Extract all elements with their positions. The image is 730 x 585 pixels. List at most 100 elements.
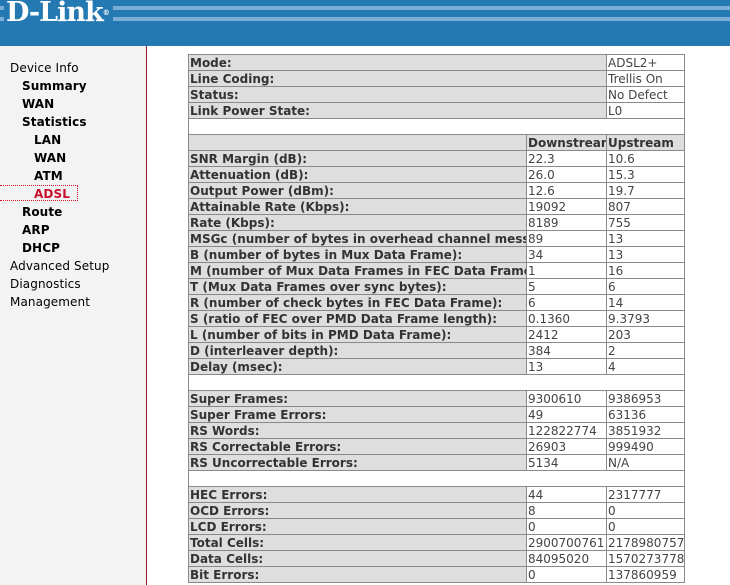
stat-row: Super Frame Errors: 49 63136	[188, 406, 685, 423]
stat-row: OCD Errors: 8 0	[188, 502, 685, 519]
downstream-value: 6	[526, 294, 607, 311]
sidebar-item-arp[interactable]: ARP	[22, 223, 50, 237]
row-label: MSGc (number of bytes in overhead channe…	[188, 230, 527, 247]
stat-row: Attenuation (dB): 26.0 15.3	[188, 166, 685, 183]
upstream-value: 203	[606, 326, 685, 343]
sidebar: Device Info Summary WAN Statistics LAN WAN ATM…	[0, 46, 147, 585]
stat-row: RS Words: 122822774 3851932	[188, 422, 685, 439]
row-label: Mode:	[188, 54, 607, 71]
row-value: No Defect	[606, 86, 685, 103]
spacer-row	[188, 374, 685, 391]
downstream-value: 5	[526, 278, 607, 295]
downstream-value: 34	[526, 246, 607, 263]
row-label: RS Correctable Errors:	[188, 438, 527, 455]
row-label: HEC Errors:	[188, 486, 527, 503]
downstream-value: 0	[526, 566, 607, 583]
banner-stripe	[0, 6, 730, 10]
row-label: RS Words:	[188, 422, 527, 439]
sidebar-item-diagnostics[interactable]: Diagnostics	[10, 277, 81, 291]
upstream-value: 137860959	[606, 566, 685, 583]
upstream-value: N/A	[606, 454, 685, 471]
stat-row: D (interleaver depth): 384 2	[188, 342, 685, 359]
status-row: Link Power State: L0	[188, 102, 685, 119]
row-label: Super Frames:	[188, 390, 527, 407]
downstream-value: 9300610	[526, 390, 607, 407]
row-label: Bit Errors:	[188, 566, 527, 583]
sidebar-item-statistics[interactable]: Statistics	[22, 115, 87, 129]
sidebar-item-summary[interactable]: Summary	[22, 79, 87, 93]
sidebar-item-wan[interactable]: WAN	[34, 151, 67, 165]
upstream-value: 999490	[606, 438, 685, 455]
sidebar-item-route[interactable]: Route	[22, 205, 63, 219]
downstream-value: 12.6	[526, 182, 607, 199]
header-banner: D-Link®	[0, 0, 730, 46]
upstream-value: 10.6	[606, 150, 685, 167]
row-label: M (number of Mux Data Frames in FEC Data…	[188, 262, 527, 279]
stat-row: M (number of Mux Data Frames in FEC Data…	[188, 262, 685, 279]
row-label: Line Coding:	[188, 70, 607, 87]
row-value: ADSL2+	[606, 54, 685, 71]
downstream-value: 2900700761	[526, 534, 607, 551]
stat-row: Delay (msec): 13 4	[188, 358, 685, 375]
downstream-value: 0	[526, 518, 607, 535]
sidebar-item-atm[interactable]: ATM	[34, 169, 63, 183]
upstream-value: 0	[606, 518, 685, 535]
upstream-value: 755	[606, 214, 685, 231]
row-label: SNR Margin (dB):	[188, 150, 527, 167]
upstream-value: 19.7	[606, 182, 685, 199]
upstream-value: 63136	[606, 406, 685, 423]
downstream-value: 384	[526, 342, 607, 359]
active-item-outline	[0, 185, 78, 201]
row-label: RS Uncorrectable Errors:	[188, 454, 527, 471]
sidebar-item-wan[interactable]: WAN	[22, 97, 55, 111]
upstream-value: 807	[606, 198, 685, 215]
upstream-value: 1570273778	[606, 550, 685, 567]
upstream-value: 13	[606, 230, 685, 247]
row-label: D (interleaver depth):	[188, 342, 527, 359]
sidebar-item-management[interactable]: Management	[10, 295, 91, 309]
banner-stripe	[0, 17, 730, 21]
upstream-value: 2	[606, 342, 685, 359]
upstream-value: 3851932	[606, 422, 685, 439]
downstream-value: 2412	[526, 326, 607, 343]
row-label: T (Mux Data Frames over sync bytes):	[188, 278, 527, 295]
downstream-value: 8189	[526, 214, 607, 231]
upstream-header: Upstream	[606, 134, 685, 151]
stat-row: T (Mux Data Frames over sync bytes): 5 6	[188, 278, 685, 295]
row-label: Total Cells:	[188, 534, 527, 551]
row-label: Attenuation (dB):	[188, 166, 527, 183]
downstream-value: 8	[526, 502, 607, 519]
row-label: OCD Errors:	[188, 502, 527, 519]
upstream-value: 0	[606, 502, 685, 519]
spacer	[188, 374, 685, 391]
sidebar-item-dhcp[interactable]: DHCP	[22, 241, 61, 255]
stat-row: LCD Errors: 0 0	[188, 518, 685, 535]
upstream-value: 9386953	[606, 390, 685, 407]
sidebar-item-lan[interactable]: LAN	[34, 133, 62, 147]
status-row: Mode: ADSL2+	[188, 54, 685, 71]
stat-row: SNR Margin (dB): 22.3 10.6	[188, 150, 685, 167]
row-label: B (number of bytes in Mux Data Frame):	[188, 246, 527, 263]
row-label: Rate (Kbps):	[188, 214, 527, 231]
upstream-value: 16	[606, 262, 685, 279]
upstream-value: 9.3793	[606, 310, 685, 327]
row-label: LCD Errors:	[188, 518, 527, 535]
downstream-value: 5134	[526, 454, 607, 471]
sidebar-item-advanced-setup[interactable]: Advanced Setup	[10, 259, 110, 273]
row-label: Attainable Rate (Kbps):	[188, 198, 527, 215]
downstream-value: 0.1360	[526, 310, 607, 327]
row-label: Link Power State:	[188, 102, 607, 119]
row-label: L (number of bits in PMD Data Frame):	[188, 326, 527, 343]
stat-row: Data Cells: 84095020 1570273778	[188, 550, 685, 567]
stat-row: Rate (Kbps): 8189 755	[188, 214, 685, 231]
upstream-value: 2317777	[606, 486, 685, 503]
stat-row: R (number of check bytes in FEC Data Fra…	[188, 294, 685, 311]
row-label: Data Cells:	[188, 550, 527, 567]
stat-row: Total Cells: 2900700761 2178980757	[188, 534, 685, 551]
downstream-value: 13	[526, 358, 607, 375]
sidebar-item-device-info[interactable]: Device Info	[10, 61, 79, 75]
sidebar-item-adsl[interactable]: ADSL	[34, 187, 70, 201]
column-header-row: Downstream Upstream	[188, 134, 685, 151]
dlink-logo: D-Link®	[4, 0, 113, 28]
downstream-value: 22.3	[526, 150, 607, 167]
